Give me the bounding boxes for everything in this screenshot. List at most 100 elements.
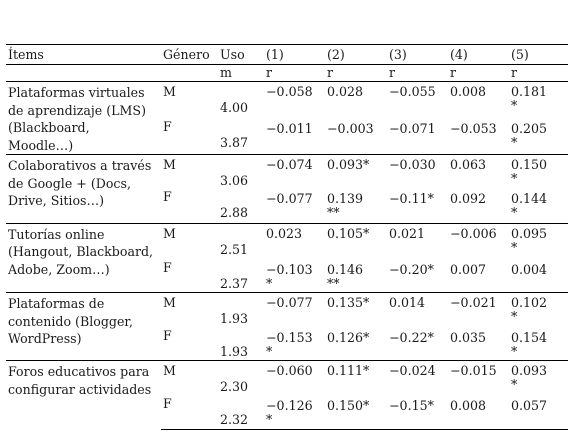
r-cell-4: 0.008 (448, 395, 509, 430)
r-cell-1: 0.023 (264, 222, 325, 260)
r-cell-4: 0.035 (448, 328, 509, 361)
genero-cell: F (163, 260, 172, 275)
table-row: Tutorías online (Hangout, Blackboard, Ad… (6, 222, 568, 293)
r-value: 0.126* (327, 329, 370, 345)
r-value: 0.007 (450, 262, 487, 277)
r-cell-3: 0.021 (387, 222, 448, 260)
r-value: −0.103 (266, 262, 313, 277)
r-cell-2: 0.111* (325, 360, 387, 396)
subheader-r: r (509, 64, 568, 82)
table-row: Foros educativos para configurar activid… (6, 360, 568, 430)
uso-cell: 1.93 (220, 343, 249, 359)
r-value: −0.20* (389, 262, 434, 277)
r-value: 0.095 (511, 225, 548, 241)
correlation-table: Ítems Género Uso (1) (2) (3) (4) (5) m r… (6, 44, 568, 430)
subheader-empty (6, 64, 161, 82)
r-cell-4: −0.015 (448, 360, 509, 396)
uso-cell: 2.30 (218, 360, 264, 396)
table-row: F 3.87 −0.011 −0.003 −0.071 −0.053 0.205 * (6, 119, 568, 154)
header-col-1: (1) (264, 44, 325, 65)
r-cell-2: −0.003 (325, 119, 387, 154)
r-value: 0.154 (511, 329, 548, 345)
r-cell-5: 0.004 (509, 260, 568, 293)
r-cell-1: −0.011 (264, 119, 325, 154)
r-value: 0.111* (327, 363, 370, 378)
subheader-r: r (448, 64, 509, 82)
subheader-row: m r r r r r (6, 64, 568, 82)
significance-mark: * (511, 135, 518, 151)
r-cell-5: 0.205 * (509, 119, 568, 154)
item-label: Tutorías online (Hangout, Blackboard, Ad… (6, 222, 161, 293)
r-cell-2: 0.126* (325, 328, 387, 361)
uso-cell: 4.00 (218, 81, 264, 120)
genero-cell: M (161, 360, 218, 396)
r-value: 0.144 (511, 191, 548, 206)
r-value: 0.021 (389, 225, 426, 241)
uso-cell: 2.51 (218, 222, 264, 260)
genero-cell: M (161, 292, 218, 328)
header-genero: Género (161, 44, 218, 65)
r-cell-5: 0.144 * (509, 189, 568, 223)
r-cell-5: 0.057 (509, 395, 568, 430)
r-value: 0.008 (450, 84, 487, 99)
header-row: Ítems Género Uso (1) (2) (3) (4) (5) (6, 44, 568, 65)
r-cell-5: 0.150 * (509, 154, 568, 189)
header-items: Ítems (6, 44, 161, 65)
r-cell-3: −0.11* (387, 189, 448, 223)
genero-cell: M (161, 222, 218, 260)
uso-cell: 3.06 (218, 154, 264, 189)
header-col-5: (5) (509, 44, 568, 65)
r-value: −0.077 (266, 191, 313, 206)
significance-mark: * (266, 343, 273, 359)
subheader-r: r (325, 64, 387, 82)
item-label: Plataformas virtuales de aprendizaje (LM… (6, 81, 161, 155)
r-value: −0.22* (389, 329, 434, 345)
uso-cell: 2.88 (220, 205, 249, 220)
item-label: Colaborativos a través de Google + (Docs… (6, 154, 161, 223)
r-cell-4: −0.021 (448, 292, 509, 328)
genero-cell: F (163, 119, 172, 135)
r-value: 0.135* (327, 295, 370, 310)
r-cell-4: 0.008 (448, 81, 509, 120)
r-cell-1: −0.103 * (264, 260, 325, 293)
significance-mark: * (511, 205, 518, 220)
r-value: 0.150* (327, 397, 370, 413)
genero-cell: M (161, 81, 218, 120)
header-col-3: (3) (387, 44, 448, 65)
significance-mark: * (511, 377, 518, 392)
r-cell-3: −0.055 (387, 81, 448, 120)
r-cell-5: 0.154 * (509, 328, 568, 361)
header-col-4: (4) (448, 44, 509, 65)
r-cell-2: 0.105* (325, 222, 387, 260)
r-cell-4: 0.092 (448, 189, 509, 223)
table-row: F 1.93 −0.153 * 0.126* −0.22* 0.035 0.154 * (6, 328, 568, 361)
significance-mark: * (266, 276, 273, 291)
r-cell-5: 0.102 * (509, 292, 568, 328)
r-cell-5: 0.093 * (509, 360, 568, 396)
r-cell-2: 0.150* (325, 395, 387, 430)
r-cell-4: 0.063 (448, 154, 509, 189)
header-uso: Uso (218, 44, 264, 65)
r-cell-5: 0.095 * (509, 222, 568, 260)
significance-mark: * (511, 98, 518, 113)
table-row: F 2.37 −0.103 * 0.146 ** −0.20* 0.007 0.004 (6, 260, 568, 293)
r-value: −0.030 (389, 157, 436, 172)
item-label: Foros educativos para configurar activid… (6, 360, 161, 430)
table-row: F 2.32 −0.126 * 0.150* −0.15* 0.008 0.057 (6, 395, 568, 430)
subheader-uso-m: m (218, 64, 264, 82)
r-value: 0.023 (266, 225, 303, 241)
r-value: −0.153 (266, 329, 313, 345)
significance-mark: * (511, 309, 518, 324)
r-value: 0.008 (450, 397, 487, 413)
r-value: 0.035 (450, 329, 487, 345)
r-cell-3: −0.030 (387, 154, 448, 189)
significance-mark: * (511, 171, 518, 186)
table-row: Plataformas de contenido (Blogger, WordP… (6, 292, 568, 361)
r-value: −0.074 (266, 157, 313, 172)
r-value: 0.092 (450, 191, 487, 206)
table-row: Plataformas virtuales de aprendizaje (LM… (6, 81, 568, 155)
significance-mark: * (511, 343, 518, 359)
r-value: −0.011 (266, 121, 313, 137)
uso-cell: 2.32 (218, 395, 264, 430)
uso-cell: 2.37 (220, 276, 249, 291)
